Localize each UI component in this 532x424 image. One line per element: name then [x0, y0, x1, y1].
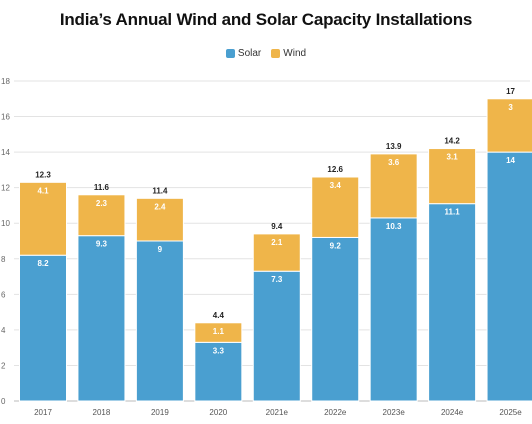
legend-swatch-wind — [271, 49, 281, 58]
legend-label-solar: Solar — [237, 48, 262, 59]
y-tick-label: 16 — [1, 113, 10, 122]
bar-value-label-wind: 3.6 — [388, 158, 400, 167]
bar-total-label: 11.4 — [152, 186, 168, 195]
x-tick-label: 2022e — [324, 408, 347, 417]
bar-solar — [19, 254, 67, 402]
legend: Solar Wind — [0, 48, 532, 59]
bar-solar — [77, 235, 126, 402]
y-tick-label: 12 — [1, 184, 10, 193]
bar-value-label-wind: 3.4 — [330, 181, 342, 190]
bar-solar — [486, 151, 532, 402]
y-tick-label: 10 — [1, 219, 10, 228]
y-tick-label: 0 — [1, 397, 6, 406]
x-tick-label: 2019 — [151, 408, 169, 417]
bar-value-label-solar: 11.1 — [445, 208, 461, 217]
bar-value-label-solar: 3.3 — [213, 346, 225, 355]
bar-total-label: 17 — [506, 87, 515, 96]
y-tick-label: 14 — [1, 148, 10, 157]
bar-wind — [486, 98, 532, 153]
bar-total-label: 14.2 — [444, 137, 460, 146]
legend-item-solar: Solar — [225, 48, 262, 59]
bar-value-label-wind: 3 — [508, 103, 513, 112]
x-tick-label: 2021e — [266, 408, 289, 417]
bar-wind — [311, 176, 360, 238]
bar-value-label-solar: 14 — [506, 156, 515, 165]
bar-total-label: 9.4 — [271, 222, 283, 231]
legend-swatch-solar — [225, 49, 235, 58]
bar-value-label-wind: 4.1 — [37, 186, 49, 195]
chart-title: India’s Annual Wind and Solar Capacity I… — [59, 10, 473, 29]
bar-value-label-wind: 1.1 — [213, 327, 225, 336]
bar-value-label-solar: 9.2 — [330, 241, 342, 250]
bar-value-label-solar: 9 — [158, 245, 163, 254]
x-tick-label: 2023e — [383, 408, 406, 417]
bar-total-label: 12.3 — [35, 170, 51, 179]
bar-total-label: 12.6 — [327, 165, 343, 174]
y-tick-label: 6 — [1, 290, 6, 299]
bar-value-label-wind: 2.1 — [271, 238, 283, 247]
bar-total-label: 11.6 — [94, 183, 110, 192]
bar-solar — [252, 270, 301, 402]
bar-solar — [428, 203, 477, 402]
y-tick-label: 2 — [1, 361, 6, 370]
legend-label-wind: Wind — [283, 48, 307, 59]
x-tick-label: 2025e — [499, 408, 522, 417]
bar-value-label-solar: 10.3 — [386, 222, 402, 231]
bar-wind — [369, 153, 418, 219]
bar-total-label: 13.9 — [386, 142, 402, 151]
bar-solar — [369, 217, 418, 402]
bar-wind — [252, 233, 301, 272]
x-tick-label: 2017 — [34, 408, 52, 417]
y-tick-label: 4 — [1, 326, 6, 335]
x-tick-label: 2024e — [441, 408, 464, 417]
bar-value-label-wind: 2.3 — [96, 199, 108, 208]
x-tick-label: 2018 — [93, 408, 111, 417]
bar-wind — [19, 181, 67, 256]
legend-item-wind: Wind — [271, 48, 306, 59]
bar-value-label-solar: 8.2 — [37, 259, 49, 268]
bar-value-label-wind: 3.1 — [447, 153, 459, 162]
x-tick-label: 2020 — [209, 408, 227, 417]
bar-wind — [135, 197, 184, 242]
bar-total-label: 4.4 — [213, 311, 225, 320]
bar-wind — [77, 194, 126, 237]
bar-value-label-solar: 7.3 — [271, 275, 283, 284]
bar-value-label-solar: 9.3 — [96, 240, 108, 249]
bar-value-label-wind: 2.4 — [154, 202, 166, 211]
bar-wind — [194, 322, 243, 343]
bar-solar — [194, 341, 243, 402]
y-tick-label: 18 — [1, 77, 10, 86]
y-tick-label: 8 — [1, 255, 6, 264]
bar-solar — [311, 236, 360, 402]
bar-solar — [135, 240, 184, 402]
bar-wind — [428, 148, 477, 205]
